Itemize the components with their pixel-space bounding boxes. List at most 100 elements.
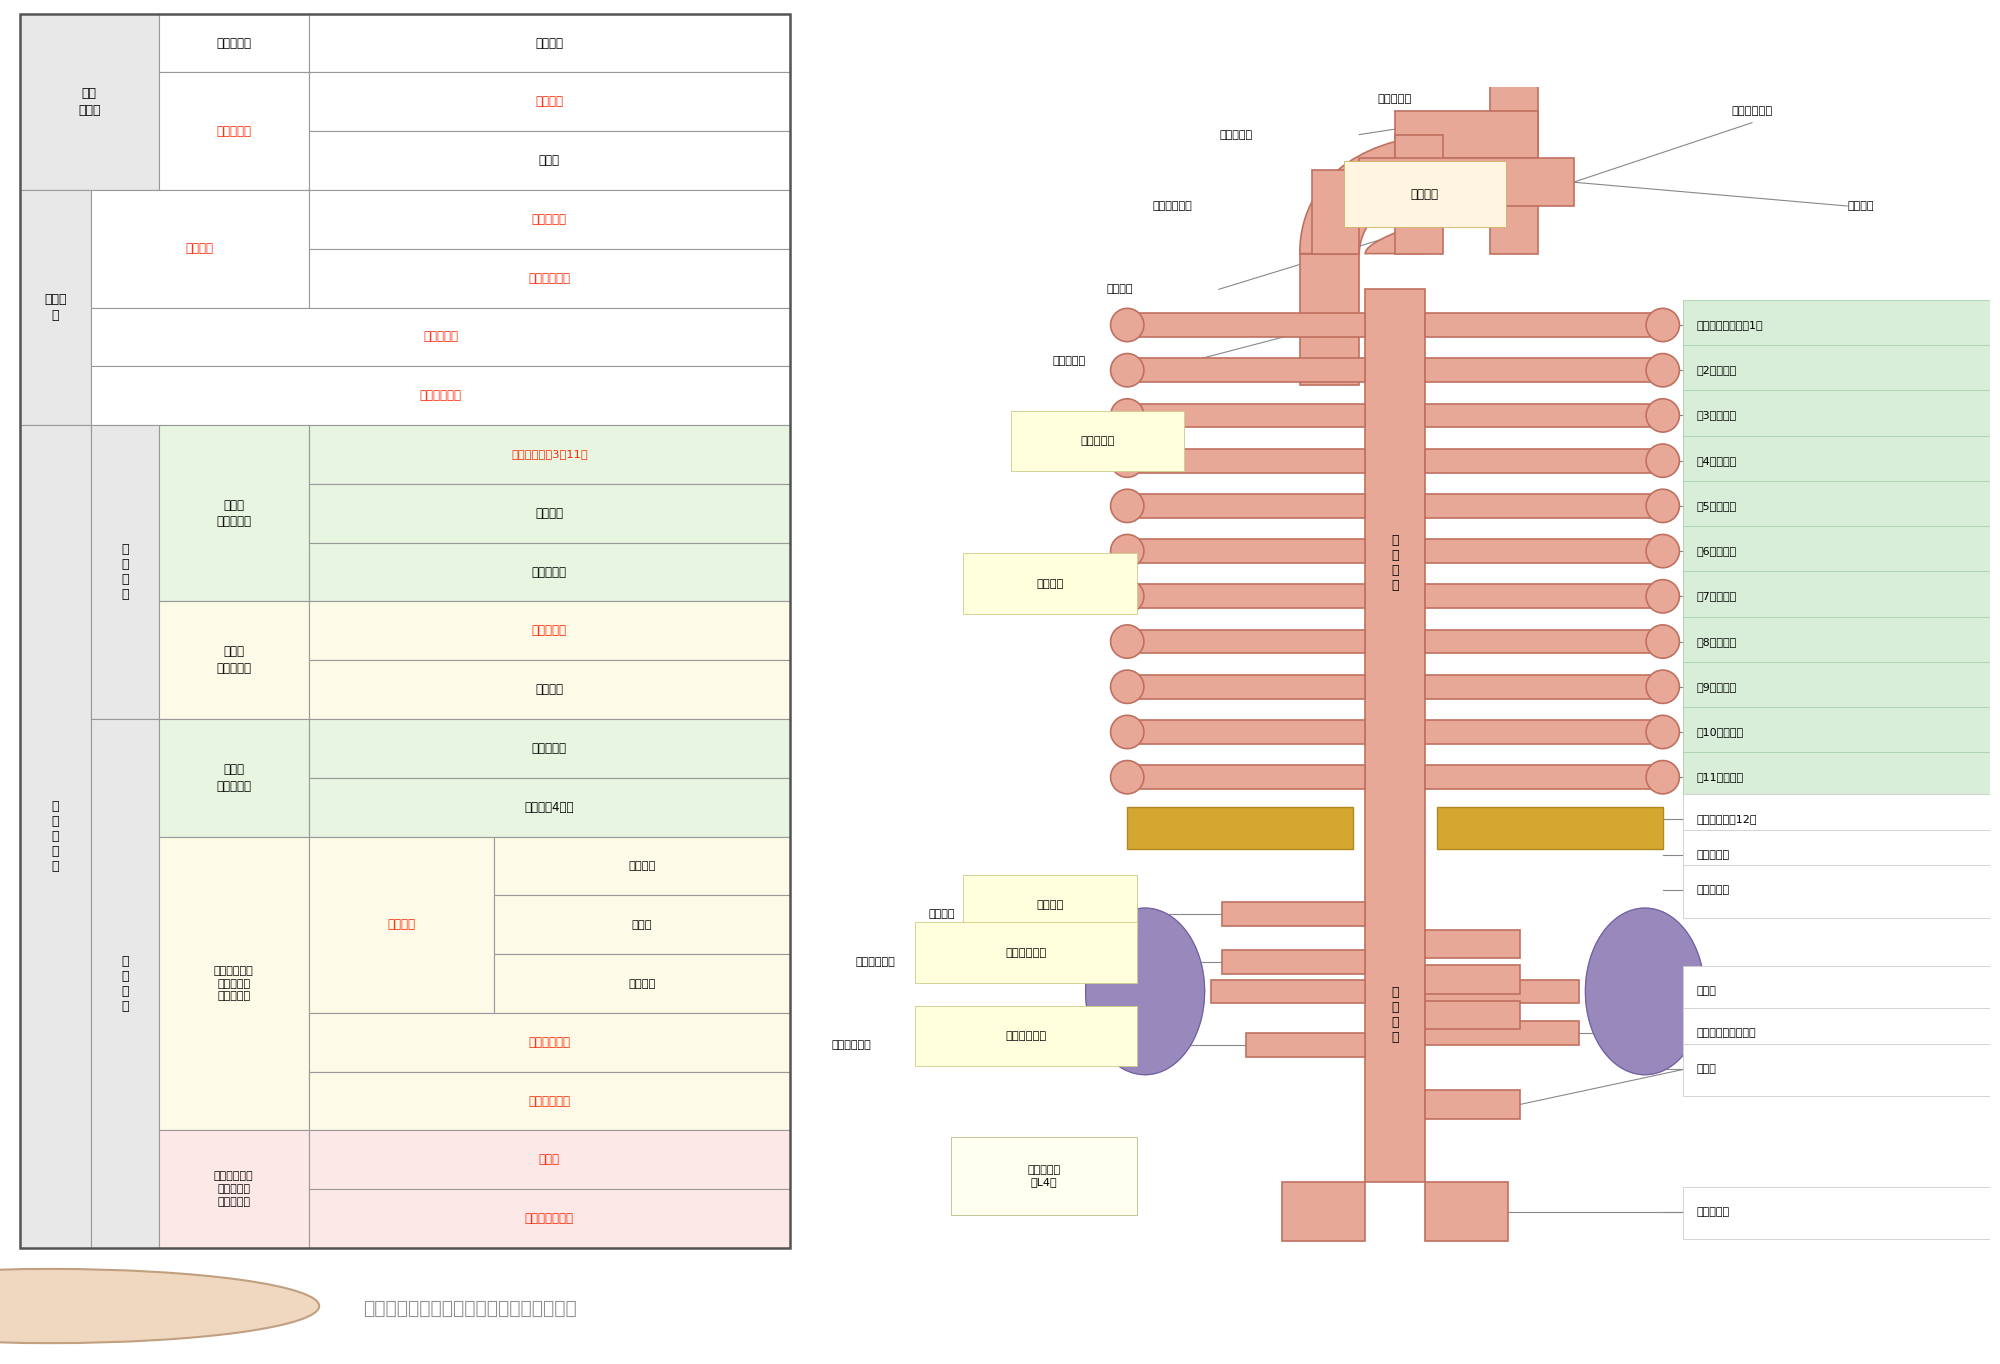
FancyBboxPatch shape [1424, 404, 1662, 427]
Text: 前室間枝: 前室間枝 [536, 95, 564, 108]
FancyBboxPatch shape [308, 131, 790, 190]
Text: 上行
大動脈: 上行 大動脈 [78, 87, 100, 116]
Text: 胸
大
動
脈: 胸 大 動 脈 [1392, 533, 1398, 592]
FancyBboxPatch shape [308, 248, 790, 307]
Text: 主に消化器に
至る臓側枝
（無対性）: 主に消化器に 至る臓側枝 （無対性） [214, 966, 254, 1001]
FancyBboxPatch shape [1682, 967, 2000, 1019]
FancyBboxPatch shape [1682, 707, 2000, 760]
Text: 精巣・卵巣動脈: 精巣・卵巣動脈 [524, 1213, 574, 1225]
Text: 第3肋間動脈: 第3肋間動脈 [1696, 411, 1736, 420]
Text: 壁側枝
（有対性）: 壁側枝 （有対性） [216, 762, 252, 792]
FancyBboxPatch shape [1424, 765, 1662, 790]
FancyBboxPatch shape [308, 426, 790, 484]
FancyBboxPatch shape [1128, 314, 1366, 337]
Text: 左鎖骨下動脈: 左鎖骨下動脈 [420, 389, 462, 402]
Text: 第11肋間動脈: 第11肋間動脈 [1696, 772, 1744, 782]
Text: 上横隔動脈: 上横隔動脈 [532, 566, 566, 578]
FancyBboxPatch shape [1424, 1022, 1580, 1045]
Polygon shape [1586, 908, 1704, 1075]
Text: 大動脈弓: 大動脈弓 [1410, 188, 1438, 201]
Text: 回旋枝: 回旋枝 [538, 154, 560, 168]
FancyBboxPatch shape [308, 190, 790, 248]
Text: 下
行
大
動
脈: 下 行 大 動 脈 [52, 801, 60, 873]
FancyBboxPatch shape [494, 836, 790, 895]
FancyBboxPatch shape [1424, 359, 1662, 382]
Text: 精巣動脈／卵巣動脈: 精巣動脈／卵巣動脈 [1696, 1028, 1756, 1038]
FancyBboxPatch shape [494, 955, 790, 1013]
FancyBboxPatch shape [158, 72, 308, 190]
FancyBboxPatch shape [308, 543, 790, 602]
Circle shape [1110, 715, 1144, 749]
FancyBboxPatch shape [308, 836, 494, 1013]
FancyBboxPatch shape [1424, 314, 1662, 337]
Text: 左総頸動脈: 左総頸動脈 [1378, 94, 1412, 104]
FancyBboxPatch shape [90, 719, 158, 1248]
Text: 下腸間膜動脈: 下腸間膜動脈 [832, 1039, 872, 1050]
FancyBboxPatch shape [1682, 662, 2000, 715]
FancyBboxPatch shape [1436, 807, 1662, 848]
FancyBboxPatch shape [1128, 359, 1366, 382]
Text: 後室間枝: 後室間枝 [536, 37, 564, 49]
Text: 肋下動脈（第12）: 肋下動脈（第12） [1696, 814, 1756, 824]
Text: 右鎖骨下動脈: 右鎖骨下動脈 [528, 271, 570, 285]
FancyBboxPatch shape [1424, 494, 1662, 518]
FancyBboxPatch shape [1682, 345, 2000, 397]
Text: 気管支動脈: 気管支動脈 [532, 625, 566, 637]
FancyBboxPatch shape [1682, 390, 2000, 443]
Text: 気管支動脈: 気管支動脈 [1080, 436, 1114, 446]
FancyBboxPatch shape [1366, 289, 1424, 1181]
Text: 総腸骨動脈: 総腸骨動脈 [1696, 1207, 1730, 1217]
Text: 第9肋間動脈: 第9肋間動脈 [1696, 682, 1736, 692]
FancyBboxPatch shape [20, 14, 158, 190]
Text: 泌尿生殖器に
至る臓側枝
（有対性）: 泌尿生殖器に 至る臓側枝 （有対性） [214, 1172, 254, 1207]
FancyBboxPatch shape [308, 484, 790, 543]
Text: 左胃動脈: 左胃動脈 [628, 861, 656, 872]
FancyBboxPatch shape [308, 719, 790, 777]
Circle shape [1646, 353, 1680, 387]
FancyBboxPatch shape [1682, 794, 2000, 846]
Text: 最上肋間動脈（第1）: 最上肋間動脈（第1） [1696, 321, 1762, 330]
FancyBboxPatch shape [1210, 979, 1366, 1004]
Circle shape [1110, 490, 1144, 522]
FancyBboxPatch shape [308, 1072, 790, 1131]
Text: 第5肋間動脈: 第5肋間動脈 [1696, 501, 1736, 512]
FancyBboxPatch shape [1424, 584, 1662, 608]
FancyBboxPatch shape [308, 660, 790, 719]
Text: 下腸間膜動脈: 下腸間膜動脈 [1006, 1031, 1046, 1041]
Circle shape [1646, 398, 1680, 432]
Circle shape [1646, 490, 1680, 522]
FancyBboxPatch shape [308, 1131, 790, 1189]
Text: 腰動脈: 腰動脈 [1696, 1064, 1716, 1073]
FancyBboxPatch shape [952, 1136, 1136, 1215]
Circle shape [1646, 308, 1680, 341]
FancyBboxPatch shape [158, 836, 308, 1131]
FancyBboxPatch shape [1424, 630, 1662, 653]
FancyBboxPatch shape [1360, 158, 1574, 206]
Text: 腕頭動脈: 腕頭動脈 [186, 243, 214, 255]
FancyBboxPatch shape [1424, 720, 1662, 743]
FancyBboxPatch shape [1682, 752, 2000, 805]
Circle shape [1646, 625, 1680, 659]
FancyBboxPatch shape [1682, 865, 2000, 918]
Circle shape [1110, 625, 1144, 659]
Text: 腹
大
動
脈: 腹 大 動 脈 [120, 955, 128, 1012]
Circle shape [1110, 308, 1144, 341]
Text: 腹
大
動
脈: 腹 大 動 脈 [1392, 986, 1398, 1045]
FancyBboxPatch shape [1300, 254, 1360, 385]
FancyBboxPatch shape [1424, 449, 1662, 472]
FancyBboxPatch shape [1682, 1008, 2000, 1060]
Circle shape [1646, 580, 1680, 612]
Text: 左鎖骨下動脈: 左鎖骨下動脈 [1732, 106, 1772, 116]
Text: 脾動脈: 脾動脈 [632, 919, 652, 930]
FancyBboxPatch shape [1344, 161, 1506, 228]
Text: 第8肋間動脈: 第8肋間動脈 [1696, 637, 1736, 647]
Text: 下横隔動脈: 下横隔動脈 [1696, 885, 1730, 895]
FancyBboxPatch shape [90, 426, 158, 719]
FancyBboxPatch shape [90, 190, 308, 307]
Text: 第4肋間動脈: 第4肋間動脈 [1696, 456, 1736, 465]
FancyBboxPatch shape [916, 1005, 1136, 1067]
FancyBboxPatch shape [158, 14, 308, 72]
FancyBboxPatch shape [1128, 449, 1366, 472]
Circle shape [0, 1269, 320, 1344]
FancyBboxPatch shape [1424, 1090, 1520, 1118]
